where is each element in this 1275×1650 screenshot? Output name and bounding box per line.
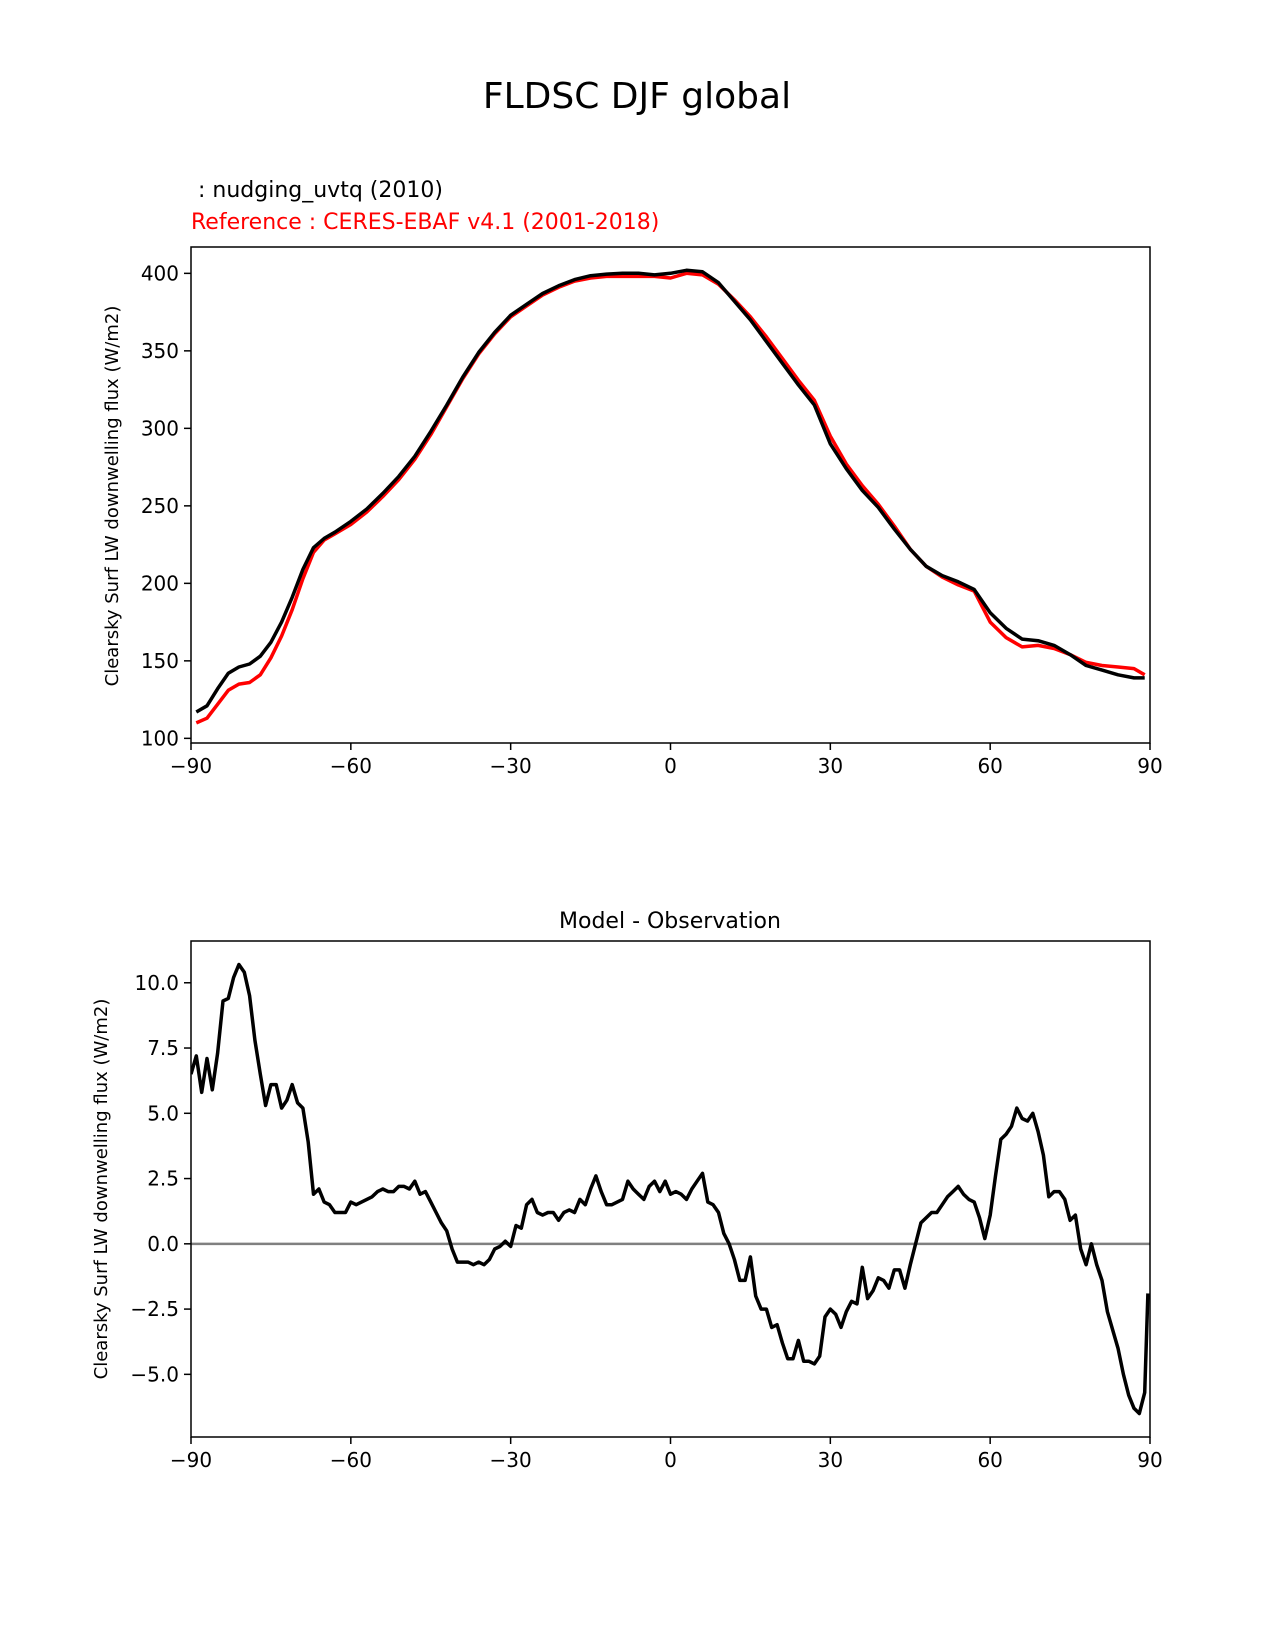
y-tick-label: 100 [141,726,179,750]
x-tick-label: −90 [170,754,212,778]
x-tick-label: 90 [1137,1448,1162,1472]
x-tick-label: −30 [490,754,532,778]
y-tick-label: 10.0 [134,971,179,995]
y-tick-label: −5.0 [130,1362,179,1386]
top-plot-area: −90 −60 −30 0 30 60 90 100 150 200 250 300 350 400 [141,261,1163,778]
x-tick-label: −90 [170,1448,212,1472]
reference-label: Reference : CERES-EBAF v4.1 (2001-2018) [191,210,659,235]
top-plot-frame [190,246,1151,744]
x-tick-label: 0 [664,1448,677,1472]
figure-title: FLDSC DJF global [483,76,791,117]
y-tick-label: 5.0 [147,1101,179,1125]
bottom-y-axis-label: Clearsky Surf LW downwelling flux (W/m2) [91,999,112,1380]
x-tick-label: −60 [330,754,372,778]
y-tick-label: 7.5 [147,1036,179,1060]
x-tick-label: −30 [490,1448,532,1472]
x-tick-label: 90 [1137,754,1162,778]
y-tick-label: 350 [141,339,179,363]
top-y-axis-label: Clearsky Surf LW downwelling flux (W/m2) [102,306,123,687]
bottom-chart-title: Model - Observation [559,909,781,934]
top-panel: : nudging_uvtq (2010) Reference : CERES-… [102,178,1163,778]
y-tick-label: 200 [141,571,179,595]
difference-series-line [191,962,1150,1416]
reference-series-line [195,271,1146,725]
x-tick-label: 60 [977,1448,1002,1472]
y-tick-label: 2.5 [147,1167,179,1191]
x-tick-label: 30 [818,1448,843,1472]
bottom-plot-frame [190,940,1151,1438]
x-tick-label: 30 [818,754,843,778]
y-tick-label: 150 [141,649,179,673]
x-tick-label: 60 [977,754,1002,778]
bottom-plot-area: −90 −60 −30 0 30 60 90 10.0 7.5 5.0 2.5 0.0 −2.5 −5.0 [130,962,1163,1472]
y-tick-label: −2.5 [130,1297,179,1321]
y-tick-label: 250 [141,494,179,518]
y-tick-label: 0.0 [147,1232,179,1256]
y-tick-label: 400 [141,261,179,285]
x-tick-label: 0 [664,754,677,778]
bottom-panel: Model - Observation Clearsky Surf LW dow… [91,909,1163,1472]
y-tick-label: 300 [141,416,179,440]
x-tick-label: −60 [330,1448,372,1472]
test-label: : nudging_uvtq (2010) [191,178,443,203]
test-series-line [195,268,1145,714]
